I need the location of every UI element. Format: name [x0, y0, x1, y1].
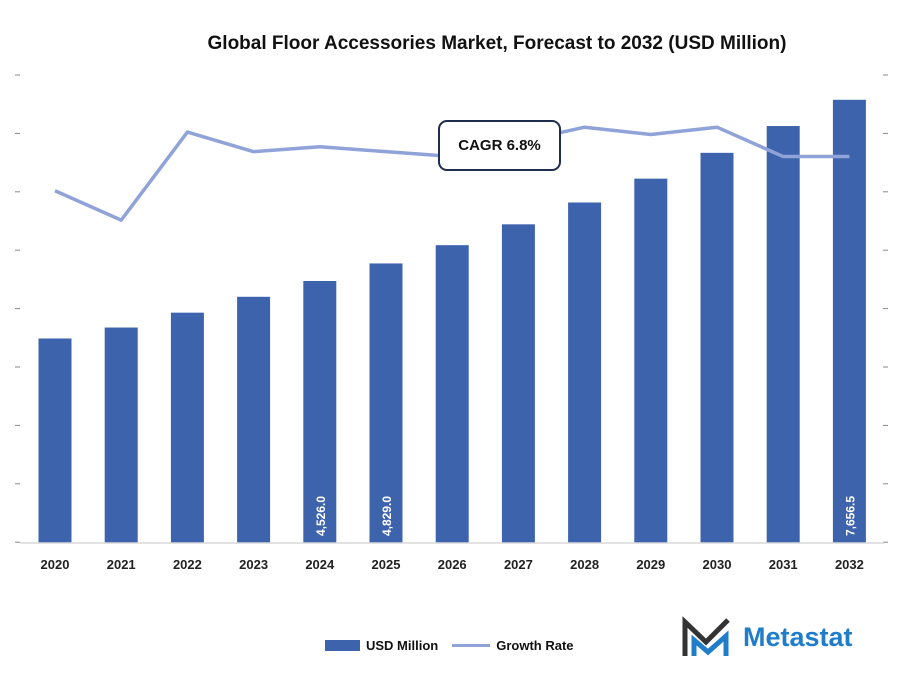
bar-2030 [700, 152, 734, 543]
legend-swatch-usd-million [325, 640, 360, 651]
cagr-annotation: CAGR 6.8% [438, 120, 561, 171]
bar-2023 [237, 296, 271, 543]
bar-2022 [170, 312, 204, 543]
bar-2031 [766, 126, 800, 543]
bar-2027 [501, 224, 535, 544]
bar-2029 [634, 178, 668, 543]
x-tick-label: 2024 [305, 557, 335, 572]
bar-2021 [104, 327, 138, 543]
logo-text: Metastat [743, 621, 853, 652]
x-tick-label: 2028 [570, 557, 599, 572]
x-tick-label: 2022 [173, 557, 202, 572]
bar-2032 [832, 99, 866, 544]
x-tick-label: 2030 [703, 557, 732, 572]
bar-2026 [435, 245, 469, 543]
data-label-2032: 7,656.5 [843, 496, 857, 536]
chart-title: Global Floor Accessories Market, Forecas… [207, 33, 787, 54]
x-tick-label: 2023 [239, 557, 268, 572]
x-tick-label: 2032 [835, 557, 864, 572]
bar-2020 [38, 338, 72, 543]
x-tick-label: 2026 [438, 557, 467, 572]
x-tick-label: 2027 [504, 557, 533, 572]
legend-swatch-growth-rate [452, 644, 491, 647]
bar-2024 [303, 280, 337, 543]
x-tick-label: 2031 [769, 557, 798, 572]
x-tick-label: 2020 [41, 557, 70, 572]
x-tick-label: 2029 [636, 557, 665, 572]
metastat-logo-icon [682, 616, 730, 656]
legend: USD Million Growth Rate [325, 638, 574, 653]
data-label-2025: 4,829.0 [380, 496, 394, 536]
data-label-2024: 4,526.0 [314, 496, 328, 536]
bar-2025 [369, 263, 403, 543]
x-tick-label: 2021 [107, 557, 136, 572]
x-tick-label: 2025 [372, 557, 401, 572]
legend-label-growth-rate: Growth Rate [496, 638, 574, 653]
bar-2028 [568, 202, 602, 543]
legend-label-usd-million: USD Million [366, 638, 439, 653]
metastat-logo: Metastat [682, 616, 853, 658]
